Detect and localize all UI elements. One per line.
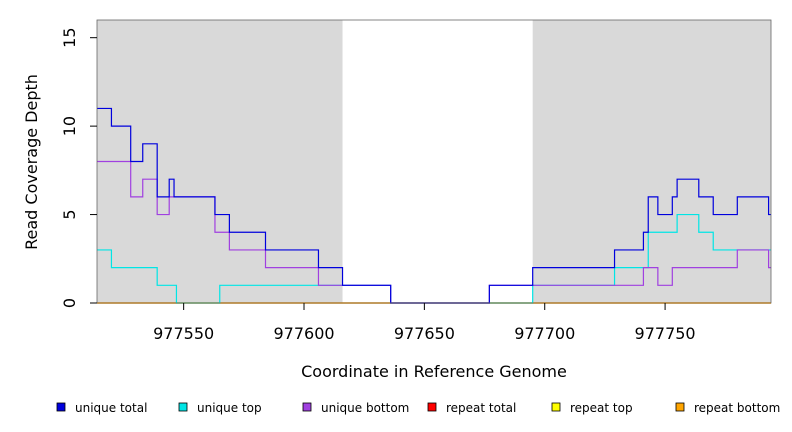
legend-label: repeat top	[570, 401, 633, 415]
legend-entry: repeat total	[427, 401, 516, 415]
legend-swatch	[427, 402, 437, 412]
legend-label: unique total	[75, 401, 147, 415]
plot-border	[96, 19, 772, 304]
legend-label: unique bottom	[321, 401, 409, 415]
plot-background	[97, 20, 771, 303]
legend-label: repeat bottom	[694, 401, 780, 415]
legend: unique total unique top unique bottom repea…	[56, 401, 780, 415]
shaded-region-2	[532, 20, 771, 303]
series-line-unique-top	[97, 213, 771, 304]
legend-swatch	[178, 402, 188, 412]
y-axis-title: Read Coverage Depth	[22, 74, 41, 250]
legend-entry: repeat top	[551, 401, 633, 415]
legend-entry: unique bottom	[302, 401, 409, 415]
y-tick-label: 15	[60, 28, 79, 48]
y-tick-label: 10	[60, 116, 79, 136]
x-tick-label: 977750	[635, 324, 696, 343]
legend-swatch	[675, 402, 685, 412]
x-tick-label: 977550	[153, 324, 214, 343]
x-axis-title: Coordinate in Reference Genome	[301, 362, 567, 381]
x-tick-label: 977700	[514, 324, 575, 343]
legend-swatch	[56, 402, 66, 412]
legend-swatch	[551, 402, 561, 412]
legend-label: unique top	[197, 401, 262, 415]
legend-entry: unique top	[178, 401, 262, 415]
axes: 977550 977600 977650 977700 977750 0 5 10 15	[60, 28, 696, 343]
plot-frame	[96, 19, 772, 304]
x-tick-label: 977600	[273, 324, 334, 343]
legend-entry: repeat bottom	[675, 401, 780, 415]
legend-entry: unique total	[56, 401, 147, 415]
y-tick-label: 5	[60, 209, 79, 219]
y-tick-label: 0	[60, 298, 79, 308]
x-tick-label: 977650	[394, 324, 455, 343]
legend-swatch	[302, 402, 312, 412]
legend-label: repeat total	[446, 401, 516, 415]
